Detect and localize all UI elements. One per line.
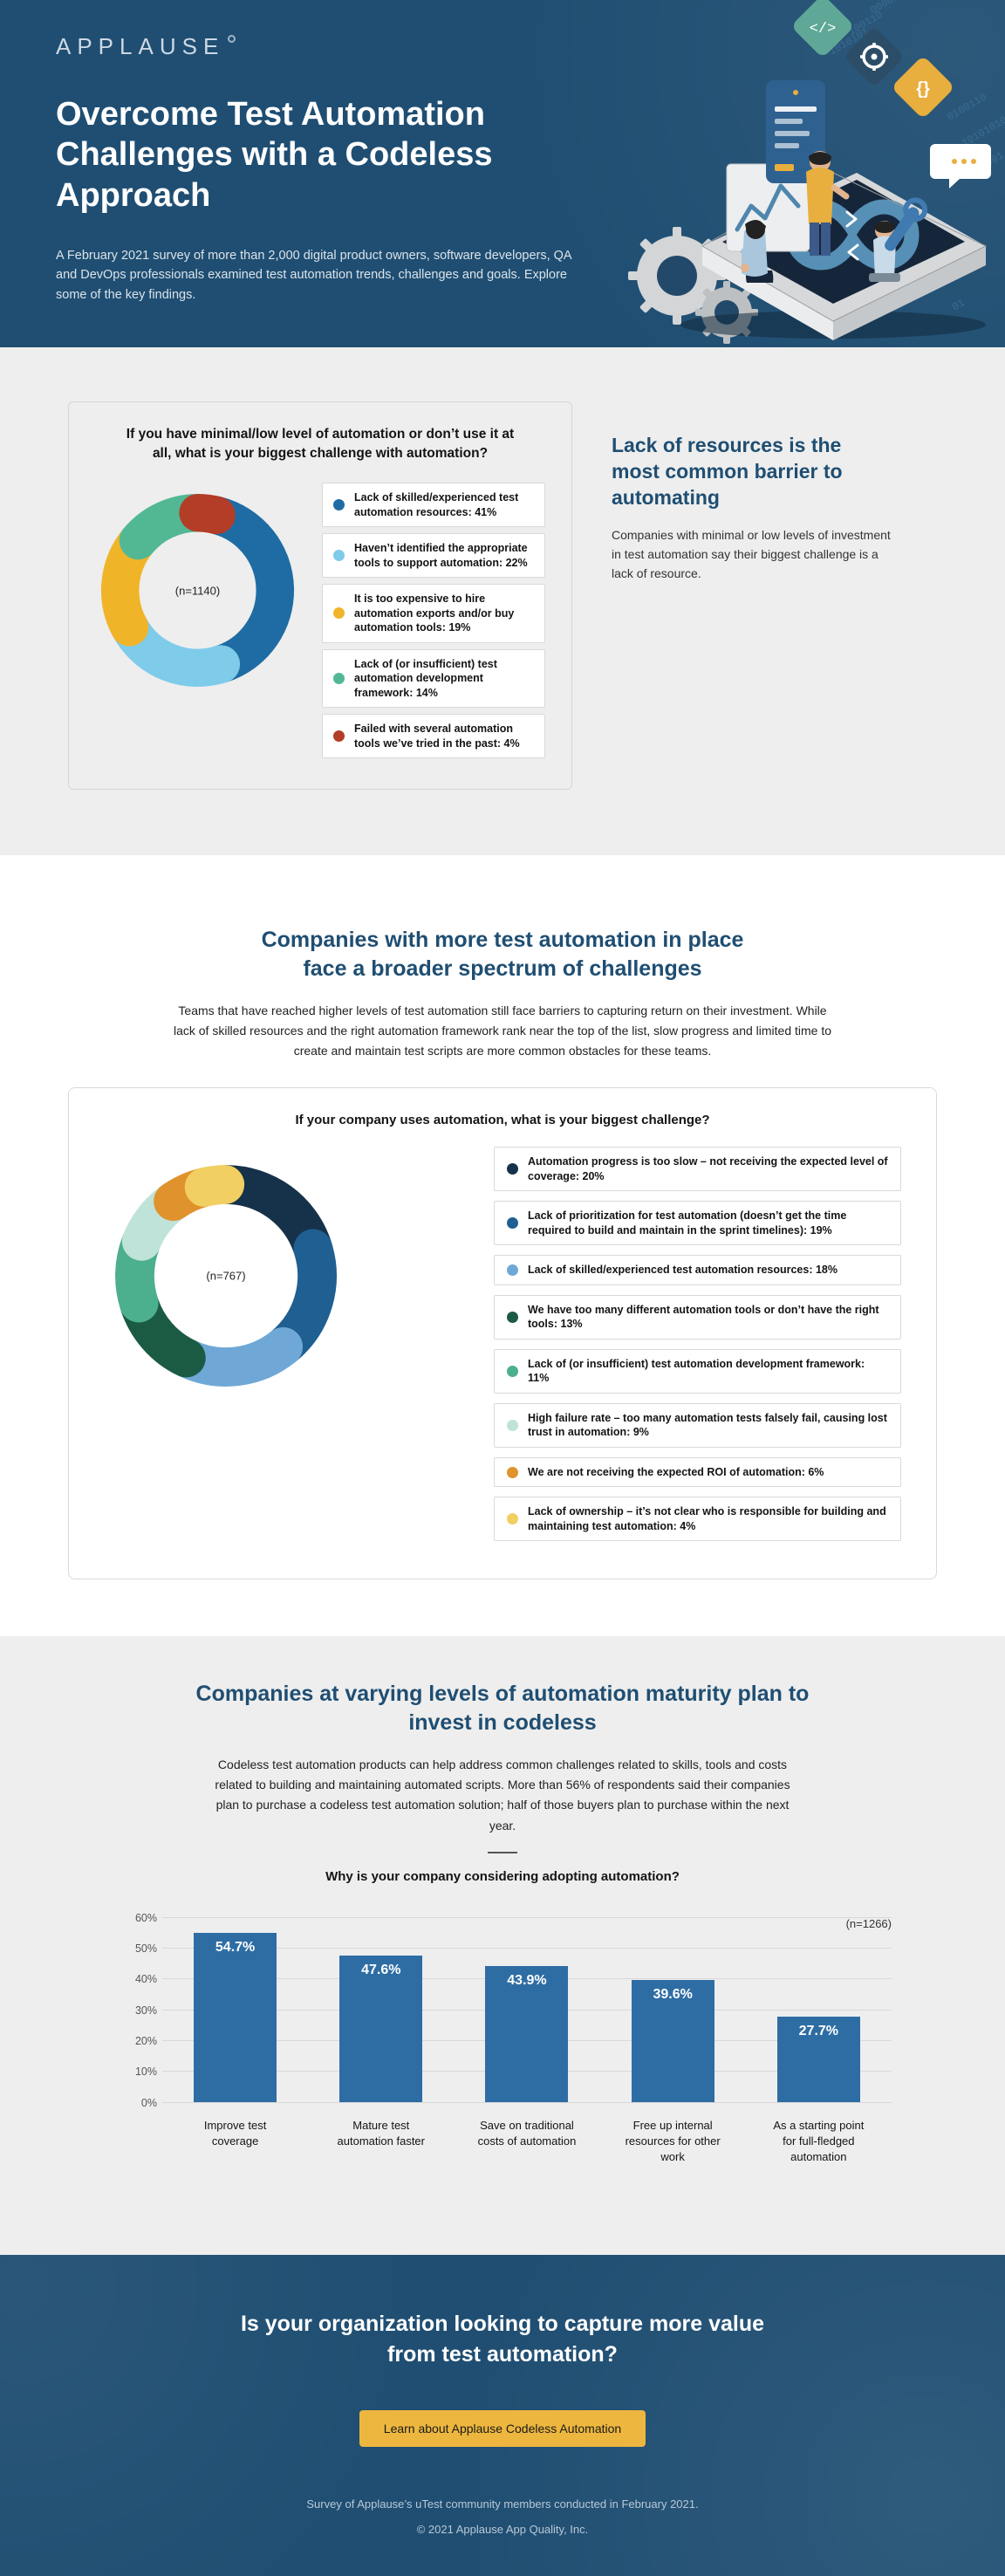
- svg-text:0100110: 0100110: [945, 91, 989, 123]
- svg-text:01: 01: [950, 297, 967, 313]
- svg-text:</>: </>: [810, 21, 837, 38]
- svg-text:{}: {}: [916, 79, 930, 99]
